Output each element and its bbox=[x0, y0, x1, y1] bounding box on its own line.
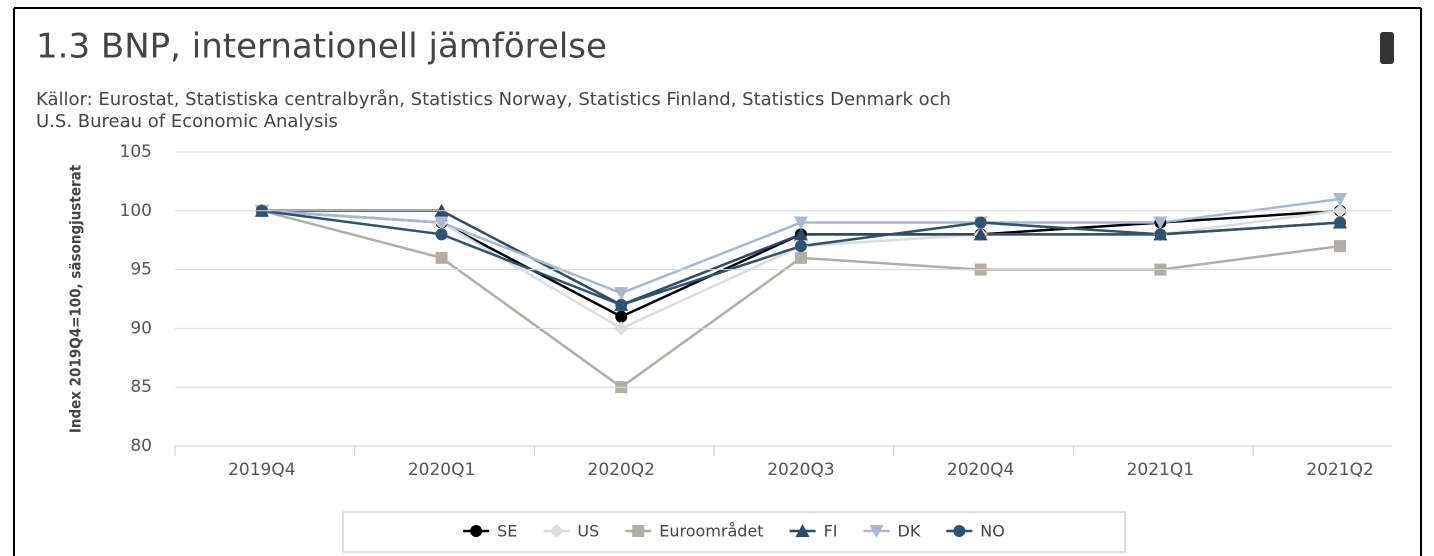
marker bbox=[549, 524, 564, 538]
y-tick-label: 100 bbox=[120, 201, 152, 221]
legend-item: NO bbox=[946, 522, 1005, 541]
marker bbox=[973, 227, 988, 241]
legend-label: NO bbox=[980, 522, 1005, 541]
chart-title: 1.3 BNP, internationell jämförelse bbox=[36, 27, 607, 67]
x-tick-label: 2020Q3 bbox=[767, 460, 834, 480]
marker bbox=[793, 227, 808, 241]
marker bbox=[794, 240, 807, 253]
legend-label: Euroområdet bbox=[659, 522, 763, 541]
marker bbox=[615, 310, 628, 323]
y-tick-label: 90 bbox=[130, 318, 152, 338]
legend-item: Euroområdet bbox=[625, 522, 764, 541]
y-axis-label: Index 2019Q4=100, säsongjusterat bbox=[67, 164, 85, 433]
x-tick-label: 2019Q4 bbox=[228, 460, 295, 480]
legend-label: FI bbox=[824, 522, 838, 541]
plot bbox=[254, 193, 1348, 394]
marker bbox=[974, 216, 987, 229]
legend-item: SE bbox=[463, 522, 517, 541]
legend-label: US bbox=[577, 522, 599, 541]
marker bbox=[869, 525, 884, 538]
x-tick-label: 2020Q1 bbox=[408, 460, 475, 480]
legend-item: DK bbox=[863, 522, 921, 541]
legend-box bbox=[342, 511, 1126, 553]
legend-label: DK bbox=[897, 522, 920, 541]
menu-button[interactable] bbox=[1380, 32, 1394, 64]
y-tick-label: 80 bbox=[130, 436, 152, 456]
legend-label: SE bbox=[497, 522, 517, 541]
marker bbox=[434, 216, 449, 230]
y-tick-label: 105 bbox=[120, 142, 152, 162]
marker bbox=[632, 525, 645, 537]
marker bbox=[1333, 193, 1348, 207]
marker bbox=[470, 525, 483, 537]
y-tick-label: 85 bbox=[130, 377, 152, 397]
marker bbox=[1154, 228, 1167, 241]
x-tick-label: 2021Q2 bbox=[1306, 460, 1373, 480]
x-tick-label: 2020Q2 bbox=[588, 460, 655, 480]
marker bbox=[435, 251, 448, 264]
marker bbox=[793, 216, 808, 230]
y-tick-label: 95 bbox=[130, 260, 152, 280]
legend-item: US bbox=[543, 522, 599, 541]
subtitle: U.S. Bureau of Economic Analysis bbox=[36, 111, 338, 132]
marker bbox=[615, 298, 628, 311]
x-tick-label: 2021Q1 bbox=[1127, 460, 1194, 480]
marker bbox=[1334, 216, 1347, 229]
marker bbox=[1153, 216, 1168, 230]
marker bbox=[614, 287, 629, 301]
x-tick-label: 2020Q4 bbox=[947, 460, 1014, 480]
legend: SE US Euroområdet FI DK NO bbox=[463, 522, 1005, 541]
marker bbox=[1334, 240, 1347, 253]
marker bbox=[794, 251, 807, 264]
legend-item: FI bbox=[789, 522, 838, 541]
marker bbox=[953, 525, 966, 537]
marker bbox=[435, 228, 448, 241]
subtitle: Källor: Eurostat, Statistiska centralbyr… bbox=[36, 89, 951, 110]
marker bbox=[795, 524, 810, 537]
